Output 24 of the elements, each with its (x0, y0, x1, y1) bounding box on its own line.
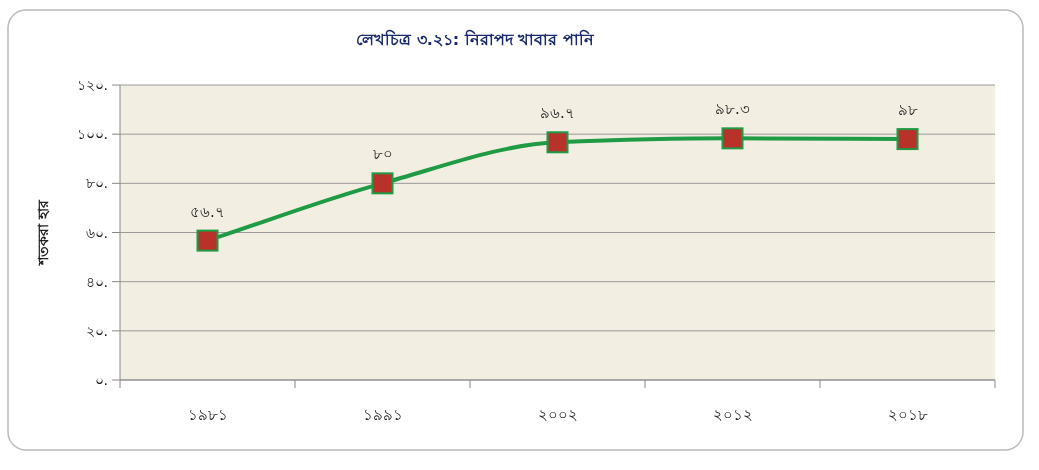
data-label: ৫৬.৭ (190, 202, 225, 221)
x-tick-label: ২০১২ (712, 406, 753, 424)
y-tick-label: ৮০. (85, 175, 108, 192)
point (196, 229, 219, 252)
point (721, 127, 744, 150)
y-tick-label: ২০. (85, 322, 108, 339)
x-tick-label: ১৯৯১ (362, 406, 403, 424)
data-label: ৮০ (372, 145, 393, 164)
data-label: ৯৬.৭ (540, 104, 575, 123)
chart-title: লেখচিত্র ৩.২১: নিরাপদ খাবার পানি (356, 29, 595, 49)
y-tick-label: ১২০. (76, 77, 108, 93)
y-tick-label: ৪০. (85, 273, 108, 290)
data-label: ৯৮.৩ (715, 100, 750, 119)
y-tick-label: ০. (94, 372, 108, 388)
y-tick-label: ১০০. (76, 126, 108, 143)
point (371, 172, 394, 195)
point (896, 128, 919, 151)
y-axis-title: শতকরা হার (35, 199, 51, 266)
y-tick-label: ৬০. (85, 224, 108, 241)
x-tick-label: ২০১৮ (887, 406, 928, 424)
x-tick-label: ২০০২ (537, 406, 578, 424)
data-label: ৯৮ (897, 101, 918, 120)
x-tick-label: ১৯৮১ (187, 406, 228, 424)
point (546, 131, 569, 154)
